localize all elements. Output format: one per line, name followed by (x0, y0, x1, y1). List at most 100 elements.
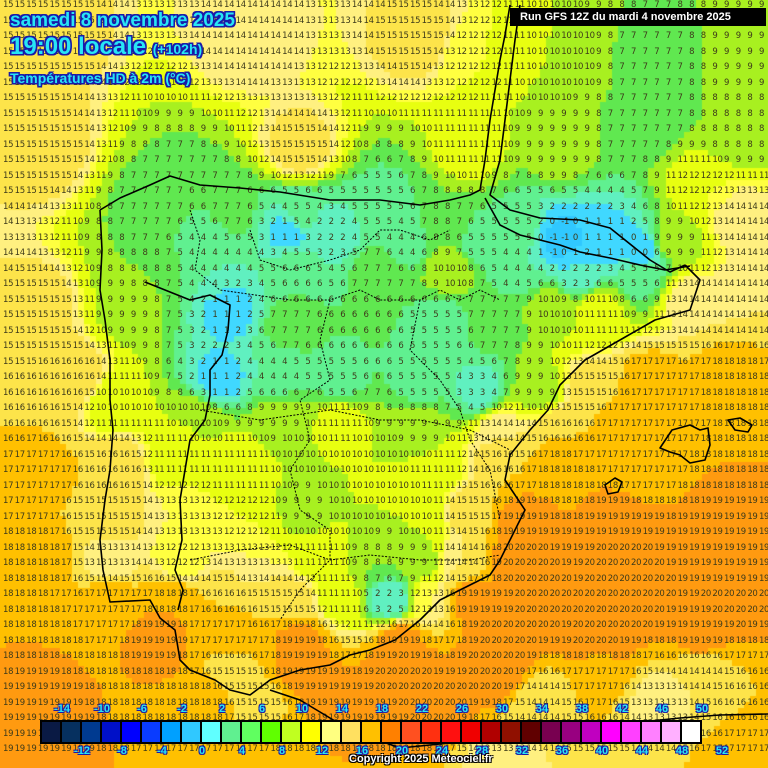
temperature-value: 7 (608, 109, 613, 119)
temperature-value: 10 (154, 94, 165, 103)
temperature-value: 9 (596, 63, 601, 72)
temperature-value: 14 (398, 78, 409, 88)
temperature-value: 8 (724, 125, 729, 134)
colorbar-tick-top: 14 (336, 703, 348, 715)
temperature-value: 8 (119, 171, 124, 181)
temperature-value: 11 (410, 109, 421, 119)
temperature-value: 7 (340, 171, 345, 181)
temperature-value: 12 (480, 63, 491, 72)
temperature-value: 10 (585, 78, 596, 88)
temperature-value: 14 (224, 47, 235, 57)
temperature-value: 4 (515, 280, 520, 289)
temperature-value: 15 (38, 78, 49, 88)
temperature-value: 6 (166, 233, 171, 243)
temperature-value: 8 (712, 125, 717, 134)
temperature-value: 14 (108, 1, 119, 10)
temperature-value: 7 (643, 1, 648, 10)
temperature-value: 8 (119, 156, 124, 165)
lead-time: (+102h) (153, 41, 202, 57)
temperature-value: 14 (3, 202, 14, 212)
temperature-value: 14 (364, 16, 375, 26)
temperature-value: 7 (387, 280, 392, 289)
temperature-value: 7 (643, 78, 648, 88)
temperature-value: 5 (224, 233, 229, 243)
temperature-value: 7 (457, 249, 462, 258)
temperature-value: 12 (468, 32, 479, 41)
copyright: Copyright 2025 Meteociel.fr (349, 753, 493, 765)
temperature-value: 9 (445, 249, 450, 258)
temperature-value: 9 (422, 156, 427, 165)
temperature-value: 14 (84, 125, 95, 134)
colorbar-tick-top: 46 (656, 703, 668, 715)
colorbar-tick-bottom: 40 (596, 745, 608, 757)
temperature-value: 10 (526, 94, 537, 103)
temperature-value: 8 (689, 78, 694, 88)
temperature-value: 15 (84, 47, 95, 57)
temperature-value: 1 (282, 233, 287, 243)
temperature-value: 9 (724, 78, 729, 88)
temperature-value: 2 (270, 218, 275, 227)
temperature-value: 15 (3, 171, 14, 181)
temperature-value: 9 (96, 249, 101, 258)
temperature-value: 15 (422, 47, 433, 57)
colorbar-swatch (162, 722, 182, 742)
temperature-value: 8 (608, 78, 613, 88)
temperature-value: 4 (247, 264, 252, 274)
temperature-value: 15 (73, 32, 84, 41)
temperature-value: 13 (131, 1, 142, 10)
temperature-value: 7 (364, 264, 369, 274)
temperature-value: 14 (236, 1, 247, 10)
temperature-value: 15 (26, 1, 37, 10)
temperature-value: 13 (364, 63, 375, 72)
temperature-value: 15 (3, 16, 14, 26)
temperature-value: 13 (305, 94, 316, 103)
temperature-value: 10 (538, 94, 549, 103)
temperature-value: 14 (212, 16, 223, 26)
temperature-value: 9 (724, 32, 729, 41)
temperature-value: 8 (480, 187, 485, 196)
temperature-value: -1 (561, 233, 569, 243)
temperature-value: 14 (119, 32, 130, 41)
temperature-value: 3 (224, 280, 229, 289)
temperature-value: 12 (119, 94, 130, 103)
temperature-value: 5 (340, 264, 345, 274)
temperature-value: 13 (305, 16, 316, 26)
colorbar-swatch (502, 722, 522, 742)
temperature-value: 15 (305, 156, 316, 165)
temperature-value: 12 (50, 218, 61, 227)
temperature-value: 14 (119, 16, 130, 26)
temperature-value: 15 (422, 32, 433, 41)
temperature-value: 7 (678, 47, 683, 57)
temperature-value: 10 (410, 125, 421, 134)
temperature-value: 7 (143, 156, 148, 165)
temperature-value: 4 (619, 187, 624, 196)
temperature-value: 7 (166, 156, 171, 165)
temperature-value: 7 (631, 47, 636, 57)
temperature-value: 4 (189, 280, 194, 289)
temperature-value: 10 (561, 94, 572, 103)
temperature-value: 12 (468, 63, 479, 72)
temperature-value: 7 (177, 202, 182, 212)
temperature-value: 7 (154, 187, 159, 196)
temperature-value: 13 (96, 94, 107, 103)
temperature-value: 15 (50, 109, 61, 119)
temperature-value: 5 (294, 187, 299, 196)
temperature-value: 15 (96, 32, 107, 41)
temperature-value: 13 (294, 94, 305, 103)
temperature-value: 14 (15, 249, 26, 258)
temperature-value: 11 (468, 140, 479, 150)
temperature-value: 5 (375, 218, 380, 227)
temperature-value: 9 (712, 47, 717, 57)
temperature-value: 9 (678, 249, 683, 258)
temperature-value: 14 (724, 218, 735, 227)
temperature-value: 14 (212, 47, 223, 57)
temperature-value: 7 (666, 94, 671, 103)
temperature-value: 9 (131, 125, 136, 134)
temperature-value: 7 (619, 140, 624, 150)
temperature-value: 8 (689, 109, 694, 119)
temperature-value: 9 (433, 171, 438, 181)
temperature-value: 1 (608, 233, 613, 243)
temperature-value: 10 (503, 109, 514, 119)
temperature-value: 15 (15, 47, 26, 57)
temperature-value: 13 (108, 94, 119, 103)
